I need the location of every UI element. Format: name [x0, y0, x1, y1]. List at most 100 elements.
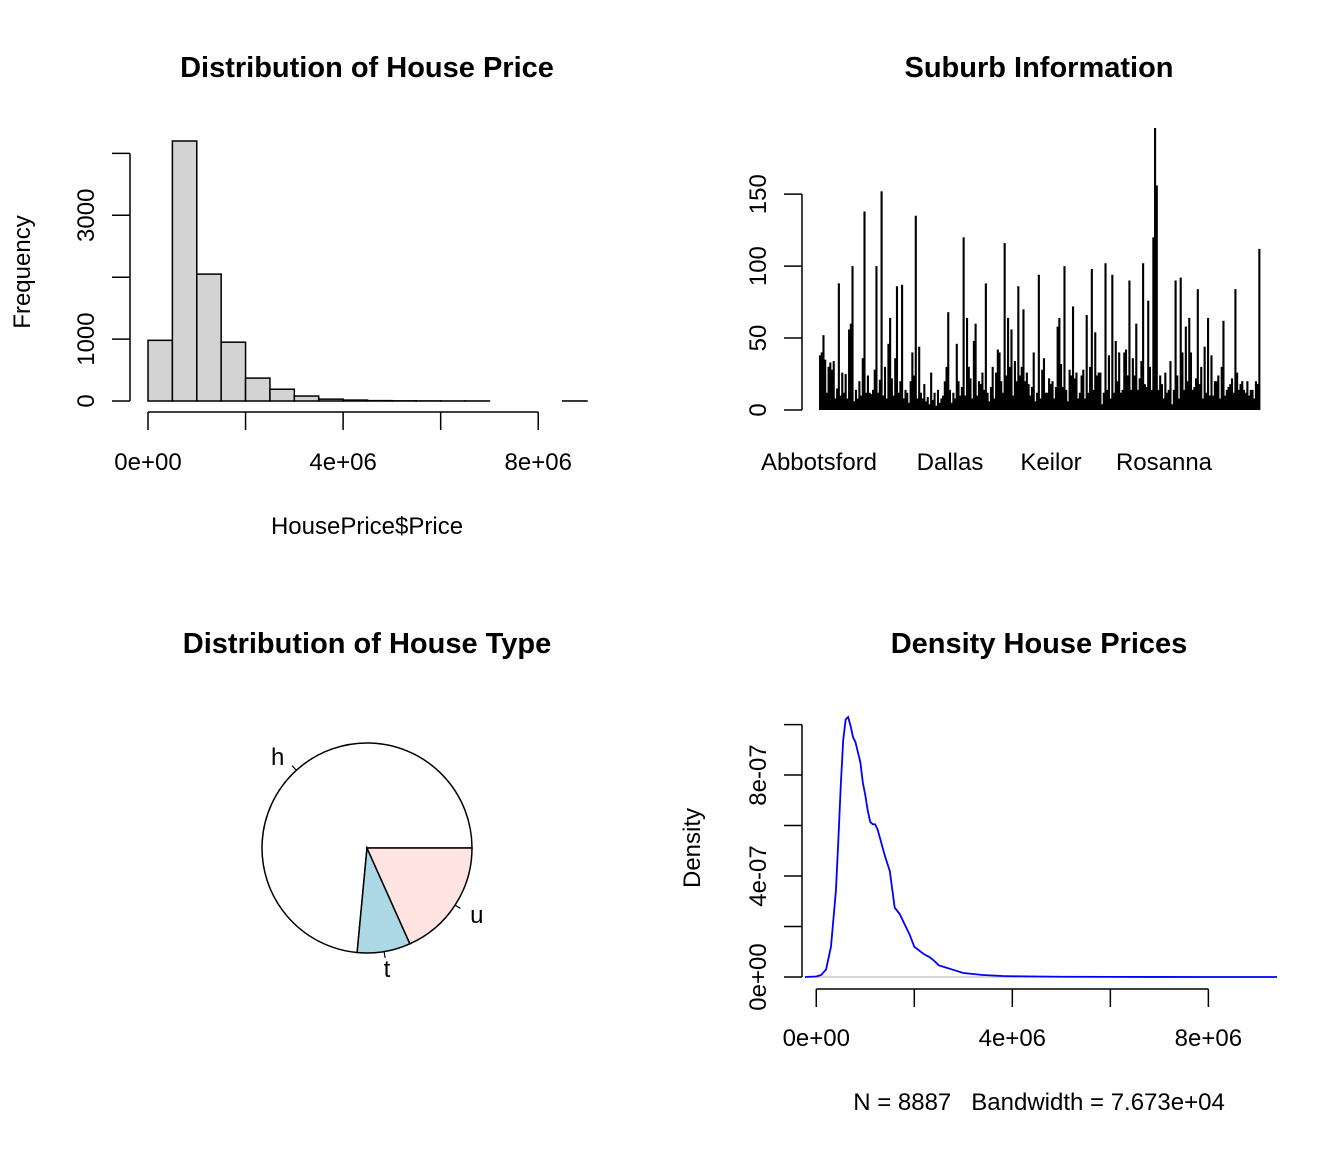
suburb-bar — [1208, 395, 1211, 410]
suburb-bar — [1242, 389, 1246, 410]
suburb-bar — [1113, 392, 1116, 410]
suburb-bar — [1150, 389, 1153, 410]
suburb-bar — [822, 335, 825, 410]
suburb-bar — [1239, 384, 1242, 410]
suburb-bar — [904, 389, 907, 410]
density-y-tick-label: 8e-07 — [745, 744, 772, 805]
suburb-bar — [966, 317, 969, 410]
suburb-bar — [986, 392, 989, 410]
suburb-bar — [1155, 185, 1158, 410]
suburb-bar — [1254, 381, 1257, 410]
suburb-bar — [1116, 381, 1119, 410]
suburb-bar — [851, 266, 854, 410]
pie-label-tick — [383, 951, 386, 958]
suburb-bar — [1229, 384, 1232, 410]
suburb-category-label: Rosanna — [1116, 449, 1213, 476]
suburb-bar — [1056, 326, 1059, 410]
suburb-bar — [984, 283, 987, 410]
suburb-bar — [1215, 381, 1218, 410]
suburb-bar — [959, 395, 962, 410]
density-line — [804, 715, 1278, 978]
suburb-bar — [1061, 386, 1064, 410]
suburb-bar — [1121, 389, 1124, 410]
suburb-bar — [1111, 274, 1114, 410]
histogram-y-label: Frequency — [9, 215, 36, 328]
suburb-bar — [1126, 375, 1129, 410]
suburb-bar — [964, 395, 967, 410]
suburb-bar — [931, 399, 934, 410]
suburb-bar — [976, 395, 979, 410]
suburb-bar — [883, 366, 887, 410]
suburb-category-label: Abbotsford — [761, 449, 877, 476]
density-x-tick-label: 4e+06 — [979, 1025, 1046, 1052]
suburb-bar — [1154, 128, 1157, 410]
suburb-bar — [839, 395, 842, 410]
suburb-bar — [1085, 315, 1088, 410]
suburb-bar — [846, 398, 849, 410]
suburb-bar — [1099, 372, 1102, 410]
suburb-category-label: Dallas — [917, 449, 984, 476]
pie-slice-u — [365, 847, 473, 945]
suburb-y-tick-label: 100 — [745, 246, 772, 286]
suburb-bar — [1066, 401, 1069, 410]
suburb-bar — [1008, 366, 1011, 410]
suburb-bar — [868, 392, 871, 410]
suburb-bar — [1022, 309, 1025, 410]
suburb-bar — [873, 369, 876, 410]
suburb-bar — [1230, 378, 1234, 410]
suburb-bar — [1000, 381, 1003, 410]
suburb-bar — [1013, 361, 1016, 410]
house-type-title: Distribution of House Type — [183, 628, 551, 660]
suburb-bar — [1227, 386, 1230, 410]
suburb-bar — [863, 211, 866, 410]
suburb-bar — [871, 389, 875, 410]
suburb-bar — [996, 349, 999, 410]
histogram-bar — [171, 140, 198, 402]
suburb-bar — [940, 398, 943, 410]
suburb-bar — [1077, 398, 1080, 410]
suburb-bar — [935, 405, 938, 410]
suburb-bar — [897, 392, 900, 410]
suburb-bar — [892, 395, 895, 410]
suburb-bar — [909, 381, 912, 410]
suburb-bar — [1030, 386, 1034, 410]
suburb-bar — [1152, 237, 1155, 410]
suburb-bar — [1256, 384, 1259, 410]
suburb-bar — [1087, 392, 1090, 410]
suburb-bar — [1017, 286, 1020, 410]
suburb-bar — [1191, 389, 1194, 410]
suburb-bar — [1114, 340, 1117, 410]
suburb-bar — [824, 359, 827, 410]
suburb-bar — [930, 372, 933, 410]
suburb-bar — [983, 389, 986, 410]
suburb-bar — [1248, 395, 1251, 410]
histogram-bar — [147, 339, 174, 402]
suburb-bar — [926, 397, 929, 410]
suburb-bar — [877, 392, 880, 410]
suburb-bar — [1165, 392, 1169, 410]
suburb-bar — [842, 392, 846, 410]
suburb-bar — [950, 402, 953, 410]
suburb-bar — [1184, 326, 1187, 410]
suburb-bar — [1172, 389, 1175, 410]
suburb-bar — [945, 366, 948, 410]
suburb-bar — [1160, 384, 1163, 410]
suburb-bar — [1232, 392, 1235, 410]
suburb-bar — [1224, 395, 1227, 410]
suburb-bar — [1124, 349, 1128, 410]
suburb-bar — [1145, 386, 1148, 410]
suburb-bar — [825, 392, 828, 410]
suburb-bar — [977, 381, 981, 410]
suburb-bar — [907, 402, 910, 410]
suburb-bar — [938, 402, 941, 410]
suburb-bar — [1101, 404, 1104, 410]
suburb-bar — [1012, 395, 1015, 410]
suburb-bar — [955, 343, 958, 410]
density-panel: Density House Prices 0e+00 4e+06 8e+060e+0… — [679, 628, 1278, 1116]
suburb-bar — [1177, 398, 1181, 410]
suburb-bar — [1046, 392, 1049, 410]
suburb-bar — [865, 392, 868, 410]
suburb-bar — [1249, 389, 1252, 410]
suburb-bar — [1138, 378, 1141, 410]
suburb-y-tick-label: 50 — [745, 325, 772, 352]
